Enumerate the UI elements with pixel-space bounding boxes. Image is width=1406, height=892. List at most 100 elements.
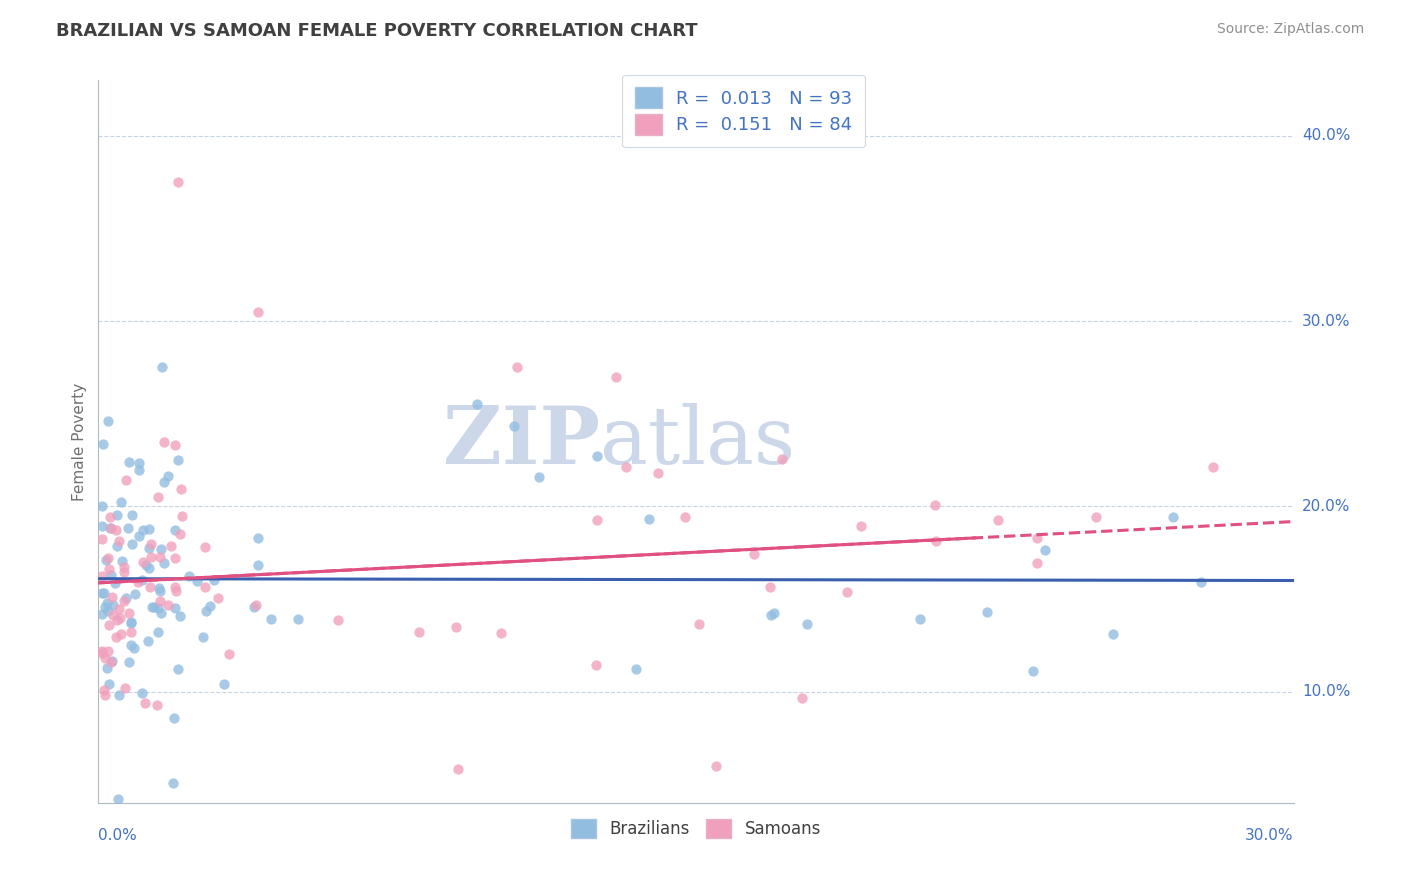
Point bbox=[91, 646, 114, 660]
Point bbox=[849, 519, 872, 533]
Point bbox=[131, 686, 153, 700]
Point bbox=[1191, 575, 1213, 590]
Point bbox=[924, 533, 946, 548]
Point bbox=[117, 521, 139, 535]
Point bbox=[688, 617, 710, 632]
Point bbox=[131, 555, 153, 569]
Point bbox=[139, 549, 162, 564]
Point bbox=[163, 438, 186, 452]
Legend: Brazilians, Samoans: Brazilians, Samoans bbox=[564, 813, 828, 845]
Point bbox=[128, 463, 150, 477]
Point bbox=[108, 689, 131, 703]
Point bbox=[148, 601, 170, 615]
Point bbox=[135, 558, 157, 573]
Point bbox=[131, 573, 153, 587]
Point bbox=[647, 467, 669, 481]
Point bbox=[93, 688, 115, 702]
Point bbox=[117, 455, 139, 469]
Point bbox=[108, 611, 131, 625]
Point bbox=[107, 792, 129, 806]
Point bbox=[105, 508, 128, 522]
Point bbox=[193, 631, 215, 645]
Point bbox=[976, 605, 998, 619]
Point bbox=[202, 573, 225, 587]
Point bbox=[585, 449, 607, 463]
Point bbox=[169, 527, 191, 541]
Point bbox=[673, 510, 696, 524]
Point bbox=[527, 470, 550, 484]
Point bbox=[328, 613, 350, 627]
Point bbox=[503, 418, 526, 433]
Point bbox=[96, 660, 118, 674]
Point bbox=[1021, 664, 1043, 678]
Point bbox=[149, 584, 172, 599]
Point bbox=[128, 529, 150, 543]
Point bbox=[1026, 531, 1049, 545]
Point bbox=[138, 561, 160, 575]
Point bbox=[159, 539, 181, 553]
Point bbox=[148, 550, 170, 565]
Point bbox=[1025, 556, 1047, 570]
Text: 0.0%: 0.0% bbox=[98, 828, 138, 843]
Point bbox=[120, 615, 142, 630]
Text: 10.0%: 10.0% bbox=[1302, 684, 1350, 699]
Point bbox=[91, 499, 114, 513]
Point bbox=[908, 612, 931, 626]
Point bbox=[134, 696, 156, 710]
Point bbox=[91, 437, 114, 451]
Point bbox=[105, 539, 128, 553]
Point bbox=[153, 556, 176, 570]
Point bbox=[120, 615, 142, 629]
Point bbox=[139, 537, 162, 551]
Point bbox=[195, 604, 218, 618]
Point bbox=[624, 662, 647, 676]
Point bbox=[770, 451, 793, 466]
Point bbox=[139, 580, 162, 594]
Point bbox=[758, 580, 780, 594]
Point bbox=[91, 569, 114, 583]
Point bbox=[101, 654, 124, 668]
Point bbox=[112, 559, 135, 574]
Point bbox=[1033, 543, 1056, 558]
Point bbox=[110, 495, 132, 509]
Point bbox=[96, 552, 118, 566]
Point bbox=[108, 602, 131, 616]
Text: 20.0%: 20.0% bbox=[1302, 499, 1350, 514]
Point bbox=[91, 532, 114, 546]
Point bbox=[121, 537, 143, 551]
Point bbox=[97, 604, 120, 618]
Point bbox=[98, 521, 121, 535]
Point bbox=[790, 690, 813, 705]
Text: ZIP: ZIP bbox=[443, 402, 600, 481]
Point bbox=[91, 586, 114, 600]
Point bbox=[1085, 509, 1108, 524]
Point bbox=[100, 655, 122, 669]
Point bbox=[94, 599, 117, 614]
Point bbox=[110, 554, 132, 568]
Point bbox=[117, 655, 139, 669]
Point bbox=[136, 634, 159, 648]
Point bbox=[97, 414, 120, 428]
Point bbox=[586, 513, 609, 527]
Point bbox=[166, 453, 188, 467]
Point bbox=[127, 574, 149, 589]
Point bbox=[104, 575, 127, 590]
Point bbox=[186, 574, 208, 588]
Point bbox=[1101, 627, 1123, 641]
Point bbox=[194, 581, 217, 595]
Point bbox=[141, 600, 163, 615]
Point bbox=[742, 547, 765, 561]
Point bbox=[605, 369, 627, 384]
Point bbox=[446, 763, 468, 777]
Y-axis label: Female Poverty: Female Poverty bbox=[72, 383, 87, 500]
Point bbox=[112, 566, 135, 580]
Point bbox=[138, 522, 160, 536]
Point bbox=[585, 657, 607, 672]
Point bbox=[924, 498, 946, 512]
Point bbox=[163, 550, 186, 565]
Point bbox=[287, 612, 309, 626]
Point bbox=[105, 523, 128, 537]
Point bbox=[122, 641, 145, 656]
Point bbox=[145, 698, 167, 712]
Point bbox=[157, 598, 180, 612]
